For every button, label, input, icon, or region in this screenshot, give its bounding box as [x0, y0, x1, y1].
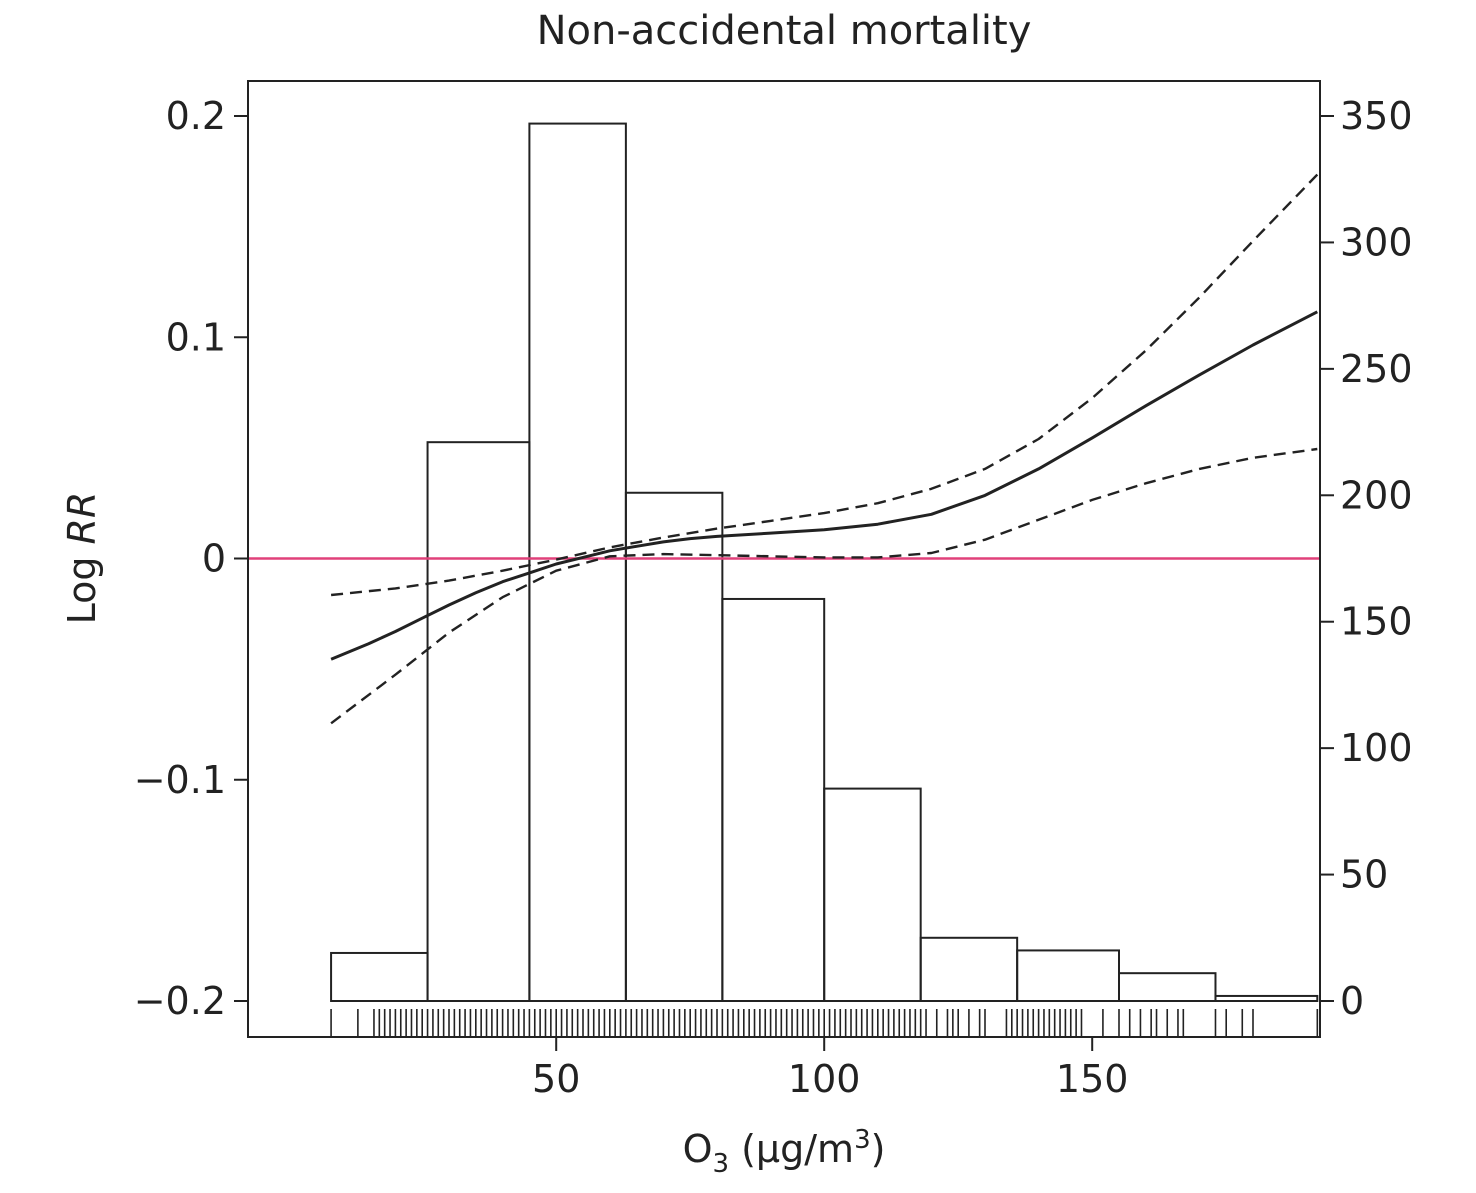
histogram-bar: [919, 936, 1019, 1002]
right-tick-label: 250: [1340, 347, 1413, 391]
series-group: [330, 173, 1319, 725]
left-tick-label: 0.2: [166, 94, 226, 138]
histogram-bar: [1118, 972, 1217, 1003]
left-tick-label: −0.1: [134, 758, 226, 802]
right-tick-label: 150: [1340, 600, 1413, 644]
estimate-line: [330, 310, 1318, 661]
x-axis: 50 100 150: [532, 1037, 1128, 1101]
x-axis-label-sup: 3: [854, 1125, 871, 1155]
right-tick-label: 300: [1340, 220, 1413, 264]
left-tick-label: −0.2: [134, 979, 226, 1023]
left-tick-label: 0: [202, 537, 226, 581]
right-tick-label: 0: [1340, 979, 1364, 1023]
x-axis-label-main: O: [683, 1127, 713, 1171]
histogram: [330, 122, 1319, 1003]
x-tick-label: 100: [788, 1057, 861, 1101]
confidence-line: [330, 173, 1319, 597]
x-axis-label-sub: 3: [712, 1149, 729, 1179]
y-axis-label-italic: RR: [60, 492, 104, 545]
histogram-bar: [721, 597, 826, 1002]
x-tick-label: 50: [532, 1057, 580, 1101]
left-y-axis: −0.2 −0.1 0 0.1 0.2: [134, 94, 249, 1023]
x-axis-label-end: ): [871, 1127, 886, 1171]
confidence-line: [330, 447, 1318, 725]
left-tick-label: 0.1: [166, 315, 226, 359]
histogram-bar: [330, 951, 429, 1003]
histogram-bar: [624, 491, 724, 1002]
histogram-bar: [426, 441, 531, 1002]
x-tick-label: 150: [1056, 1057, 1129, 1101]
histogram-bar: [1016, 949, 1120, 1003]
right-tick-label: 200: [1340, 473, 1413, 517]
x-axis-label-rest: (μg/m: [729, 1127, 854, 1171]
right-y-axis: 0 50 100 150 200 250 300 350: [1319, 94, 1413, 1023]
y-axis-label-prefix: Log: [60, 544, 104, 624]
y-axis-label: Log RR: [60, 492, 104, 625]
x-axis-label: O3 (μg/m3): [683, 1125, 886, 1179]
rug: [330, 1009, 1319, 1036]
right-tick-label: 100: [1340, 726, 1413, 770]
right-tick-label: 50: [1340, 853, 1388, 897]
right-tick-label: 350: [1340, 94, 1413, 138]
histogram-bar: [823, 787, 922, 1002]
histogram-bar: [1214, 994, 1319, 1003]
chart-title: Non-accidental mortality: [537, 8, 1032, 54]
